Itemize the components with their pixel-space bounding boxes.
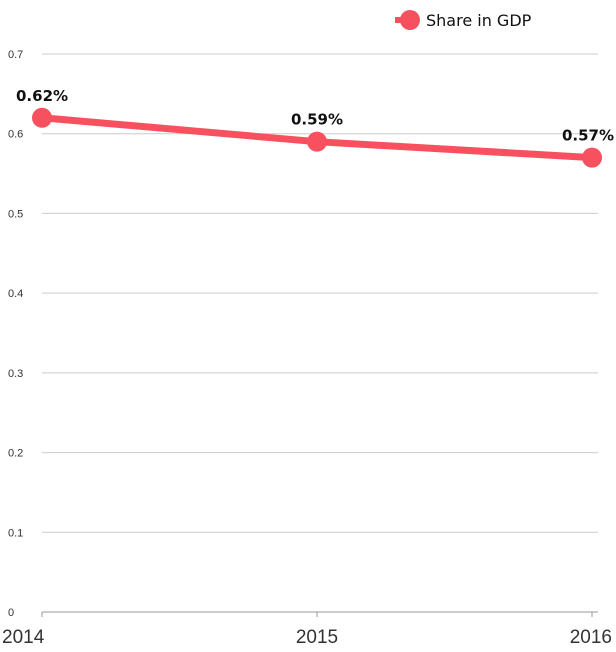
x-tick-label: 2015	[296, 627, 338, 648]
x-tick-label: 2016	[570, 627, 612, 648]
data-point[interactable]	[307, 131, 327, 152]
y-tick-label: 0	[8, 607, 14, 619]
data-label: 0.62%	[16, 87, 68, 105]
gridlines	[42, 53, 598, 613]
data-labels: 0.62% 0.59% 0.57%	[16, 87, 614, 145]
x-axis-ticks: 2014 2015 2016	[2, 612, 612, 648]
x-tick-label: 2014	[2, 627, 45, 648]
y-tick-label: 0.7	[8, 49, 23, 61]
y-tick-label: 0.1	[8, 527, 23, 539]
legend[interactable]: Share in GDP	[395, 10, 532, 30]
y-tick-label: 0.5	[8, 208, 23, 220]
legend-label: Share in GDP	[426, 11, 532, 30]
data-point[interactable]	[582, 147, 602, 168]
data-label: 0.57%	[562, 127, 614, 145]
data-label: 0.59%	[291, 111, 343, 129]
series-share-in-gdp	[32, 107, 602, 168]
legend-marker-dot	[400, 10, 420, 30]
data-point[interactable]	[32, 107, 52, 128]
y-axis-ticks: 0 0.1 0.2 0.3 0.4 0.5 0.6 0.7	[8, 49, 23, 619]
y-tick-label: 0.6	[8, 129, 23, 141]
y-tick-label: 0.4	[8, 288, 23, 300]
y-tick-label: 0.2	[8, 448, 23, 460]
y-tick-label: 0.3	[8, 368, 23, 380]
